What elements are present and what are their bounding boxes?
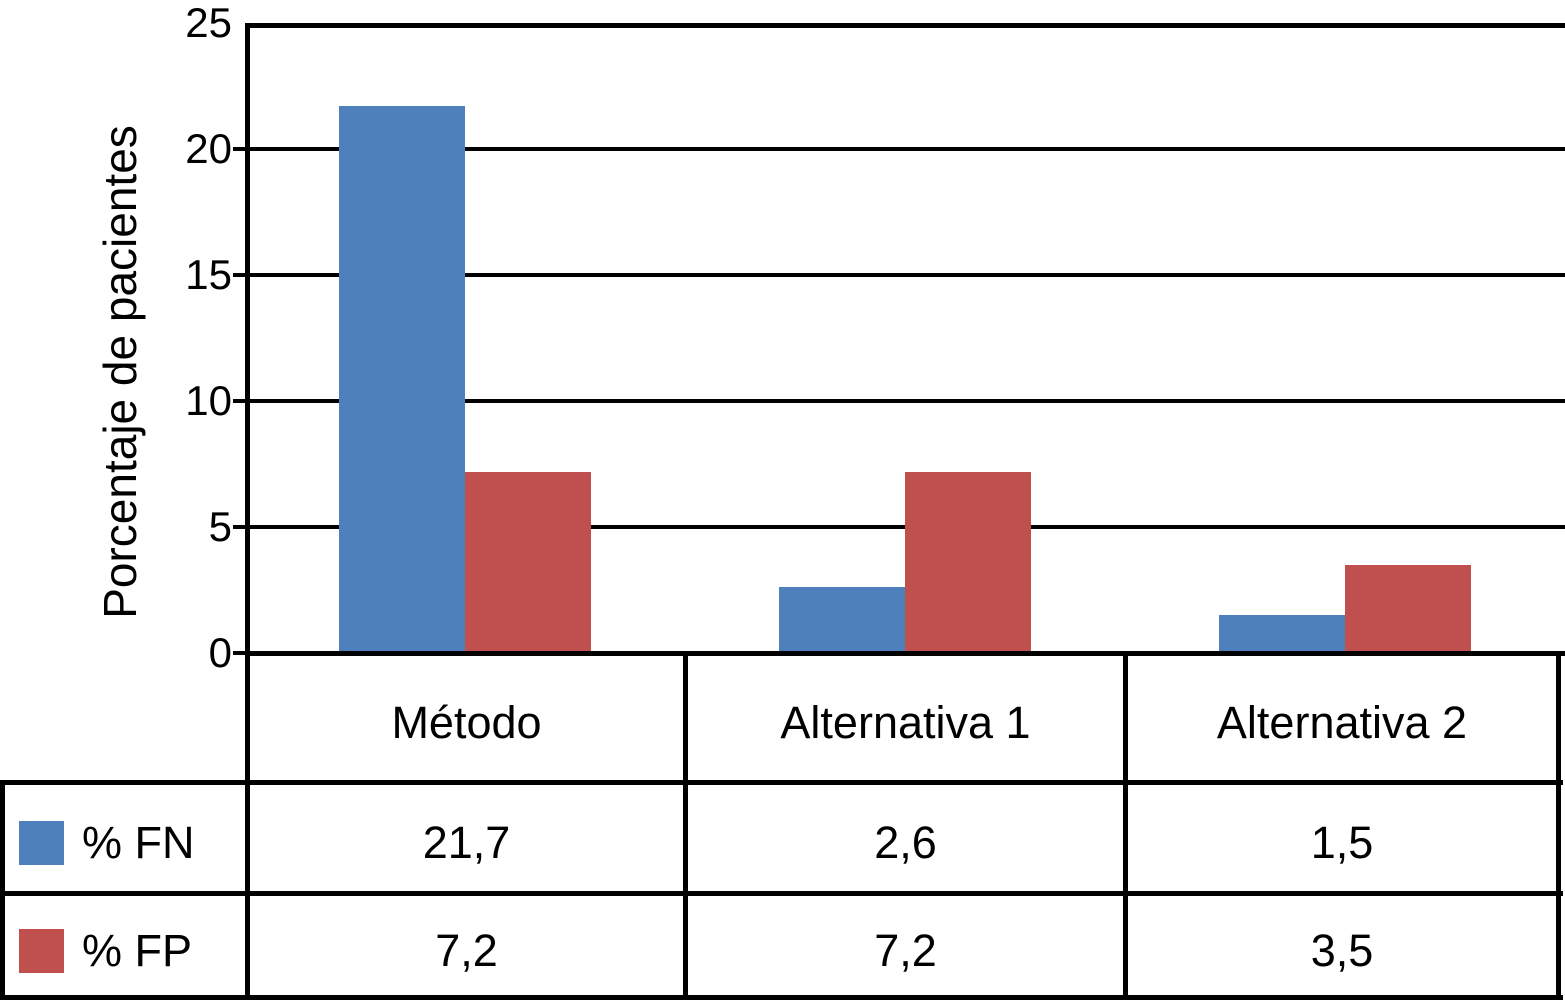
- legend-item-fn: % FN: [5, 785, 243, 891]
- bar-fn-alternativa-2: [1219, 615, 1345, 655]
- bar-fn-alternativa-1: [779, 587, 905, 655]
- value-fn-alternativa-2: 1,5: [1310, 817, 1374, 868]
- value-fp-metodo: 7,2: [435, 924, 498, 976]
- table-bottom-border: [0, 995, 1563, 1000]
- y-tick-label-0: 0: [208, 629, 232, 676]
- table-row-border-2: [0, 891, 1563, 896]
- table-right-border: [1556, 653, 1561, 1000]
- value-fp-alternativa-1: 7,2: [874, 924, 937, 976]
- y-tick-mark-10: [233, 399, 247, 403]
- bar-fp-alternativa-1: [905, 471, 1031, 655]
- y-tick-label-5: 5: [208, 503, 232, 550]
- value-fn-metodo: 21,7: [422, 817, 511, 868]
- y-tick-mark-5: [233, 525, 247, 529]
- value-fp-alternativa-2: 3,5: [1310, 924, 1374, 976]
- y-tick-label-15: 15: [185, 251, 232, 298]
- y-tick-label-25: 25: [185, 0, 232, 46]
- y-tick-label-10: 10: [185, 377, 232, 424]
- legend-swatch-fp-icon: [19, 928, 64, 973]
- bar-fn-metodo: [339, 106, 465, 655]
- bar-fp-alternativa-2: [1345, 564, 1471, 655]
- x-axis-line: [245, 651, 1565, 656]
- gridline-20: [250, 147, 1565, 151]
- legend-label-fn: % FN: [82, 817, 195, 868]
- legend-swatch-fn-icon: [19, 821, 64, 865]
- table-left-border: [0, 780, 5, 1000]
- category-header-alternativa-2: Alternativa 2: [1216, 697, 1468, 748]
- y-tick-mark-0: [233, 651, 247, 655]
- category-header-alternativa-1: Alternativa 1: [780, 697, 1031, 748]
- bar-fp-metodo: [465, 471, 591, 655]
- table-row-border-1: [0, 780, 1563, 785]
- legend-label-fp: % FP: [82, 924, 193, 976]
- gridline-15: [250, 273, 1565, 277]
- gridline-10: [250, 399, 1565, 403]
- y-tick-mark-20: [233, 147, 247, 151]
- table-col-border-1: [683, 653, 688, 1000]
- table-col-border-2: [1123, 653, 1128, 1000]
- value-fn-alternativa-1: 2,6: [874, 817, 937, 868]
- y-axis-line: [245, 23, 250, 1000]
- y-tick-label-20: 20: [185, 125, 232, 172]
- category-header-metodo: Método: [391, 697, 542, 748]
- y-tick-mark-15: [233, 273, 247, 277]
- legend-item-fp: % FP: [5, 896, 243, 995]
- plot-top-border: [245, 23, 1565, 28]
